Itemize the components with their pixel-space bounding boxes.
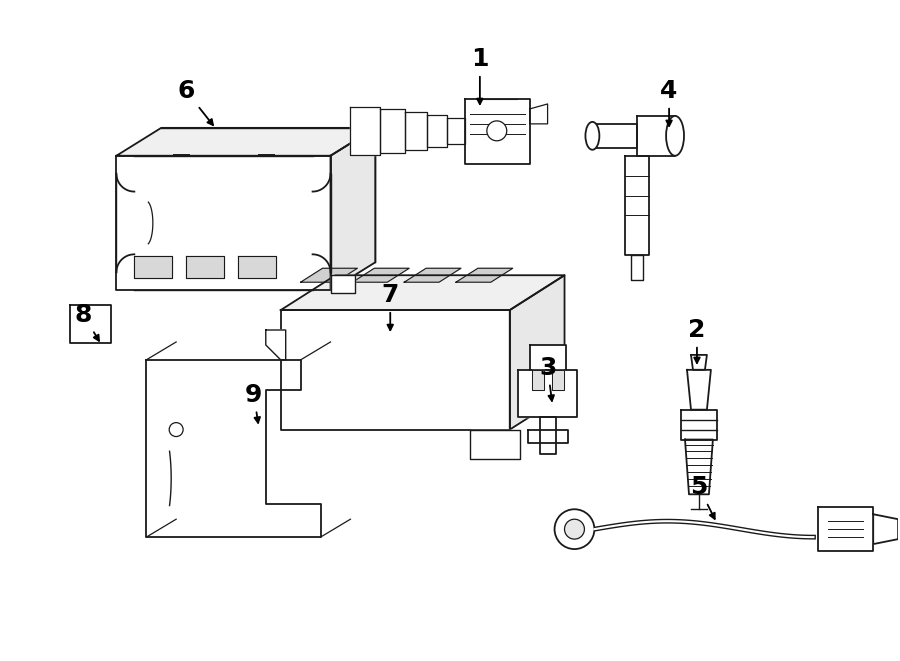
- Polygon shape: [381, 109, 405, 153]
- Polygon shape: [134, 256, 172, 278]
- Text: 7: 7: [382, 283, 399, 330]
- Polygon shape: [330, 275, 356, 293]
- Polygon shape: [353, 268, 410, 282]
- Circle shape: [169, 422, 183, 436]
- Polygon shape: [540, 416, 555, 455]
- Polygon shape: [186, 256, 224, 278]
- Circle shape: [487, 121, 507, 141]
- Polygon shape: [532, 370, 544, 390]
- Polygon shape: [527, 430, 568, 442]
- Polygon shape: [631, 255, 644, 280]
- Polygon shape: [626, 156, 649, 255]
- Polygon shape: [301, 268, 357, 282]
- Polygon shape: [330, 128, 375, 290]
- Text: 6: 6: [177, 79, 213, 125]
- Polygon shape: [509, 275, 564, 430]
- Polygon shape: [266, 330, 285, 360]
- Ellipse shape: [666, 116, 684, 156]
- Ellipse shape: [585, 122, 599, 150]
- Polygon shape: [238, 256, 275, 278]
- Polygon shape: [681, 410, 717, 440]
- Text: 1: 1: [471, 47, 489, 104]
- Polygon shape: [350, 107, 381, 155]
- Polygon shape: [818, 507, 873, 551]
- Polygon shape: [687, 370, 711, 410]
- Polygon shape: [116, 156, 330, 290]
- Text: 9: 9: [245, 383, 263, 423]
- Polygon shape: [404, 268, 461, 282]
- Polygon shape: [116, 128, 375, 156]
- Circle shape: [554, 509, 594, 549]
- Polygon shape: [470, 430, 519, 459]
- Polygon shape: [637, 116, 675, 156]
- Text: 5: 5: [690, 475, 715, 519]
- Polygon shape: [530, 104, 547, 124]
- Circle shape: [564, 519, 584, 539]
- Text: 2: 2: [688, 318, 706, 363]
- Text: 4: 4: [661, 79, 678, 126]
- Polygon shape: [405, 112, 428, 150]
- Polygon shape: [456, 268, 513, 282]
- Polygon shape: [281, 275, 564, 310]
- Polygon shape: [147, 360, 320, 537]
- Polygon shape: [873, 514, 898, 544]
- Polygon shape: [281, 310, 509, 430]
- Polygon shape: [637, 116, 645, 156]
- Text: 8: 8: [75, 303, 99, 341]
- Polygon shape: [69, 305, 112, 343]
- Polygon shape: [518, 370, 578, 416]
- Polygon shape: [685, 440, 713, 494]
- Polygon shape: [447, 118, 465, 144]
- Polygon shape: [465, 99, 530, 164]
- Polygon shape: [530, 345, 565, 370]
- Polygon shape: [691, 355, 707, 370]
- Polygon shape: [552, 370, 563, 390]
- Polygon shape: [592, 124, 637, 148]
- Polygon shape: [428, 115, 447, 147]
- Text: 3: 3: [539, 356, 556, 401]
